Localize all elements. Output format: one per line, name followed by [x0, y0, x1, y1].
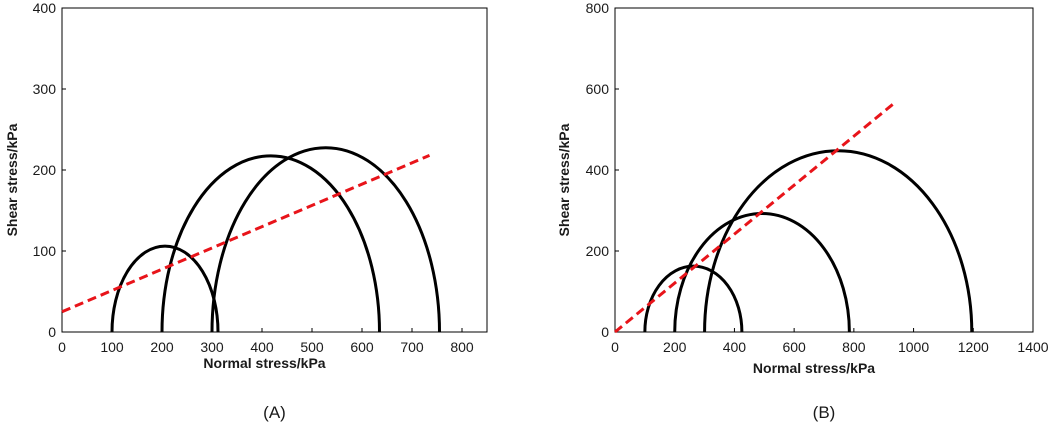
x-tick-label: 600 [350, 339, 374, 355]
failure-envelope-line [61, 154, 431, 314]
x-tick-label: 0 [611, 339, 619, 355]
panel-label: (B) [813, 403, 836, 422]
mohr-circle [160, 154, 381, 333]
y-tick-label: 200 [586, 243, 610, 259]
x-tick-label: 0 [58, 339, 66, 355]
x-tick-label: 300 [200, 339, 224, 355]
x-tick-label: 800 [842, 339, 866, 355]
plot-frame [614, 7, 1034, 333]
y-tick-label: 800 [586, 0, 610, 16]
x-axis-title: Normal stress/kPa [203, 355, 325, 371]
chart-panel-b: 0 200 400 600 800 1000 1200 1400 0 200 400 600 800 No… [556, 0, 1049, 422]
y-tick-label: 300 [33, 81, 57, 97]
mohr-circle [673, 212, 851, 333]
plot-frame [61, 7, 488, 333]
x-tick-label: 800 [450, 339, 474, 355]
y-axis-title: Shear stress/kPa [556, 123, 572, 236]
x-tick-label: 700 [400, 339, 424, 355]
x-tick-label: 100 [100, 339, 124, 355]
y-axis-title: Shear stress/kPa [4, 123, 20, 236]
mohr-circle [643, 264, 744, 333]
y-tick-label: 400 [586, 162, 610, 178]
chart-panel-a: 0 100 200 300 400 500 600 700 8000100200300400No… [4, 0, 488, 422]
y-tick-label: 400 [33, 0, 57, 16]
y-tick-label: 0 [48, 324, 56, 340]
x-tick-label: 200 [663, 339, 687, 355]
x-tick-label: 600 [782, 339, 806, 355]
x-tick-label: 200 [150, 339, 174, 355]
x-tick-label: 1000 [898, 339, 929, 355]
mohr-circle [703, 149, 974, 333]
x-tick-label: 1200 [958, 339, 989, 355]
x-axis-title: Normal stress/kPa [753, 360, 875, 376]
y-tick-label: 0 [601, 324, 609, 340]
x-tick-label: 400 [723, 339, 747, 355]
x-tick-label: 400 [250, 339, 274, 355]
failure-envelope-line [614, 102, 896, 334]
mohr-circle [110, 244, 220, 333]
y-tick-label: 600 [586, 81, 610, 97]
y-tick-label: 200 [33, 162, 57, 178]
x-tick-label: 500 [300, 339, 324, 355]
mohr-circle [210, 146, 441, 333]
y-tick-label: 100 [33, 243, 57, 259]
x-tick-label: 1400 [1017, 339, 1048, 355]
panel-label: (A) [263, 403, 286, 422]
